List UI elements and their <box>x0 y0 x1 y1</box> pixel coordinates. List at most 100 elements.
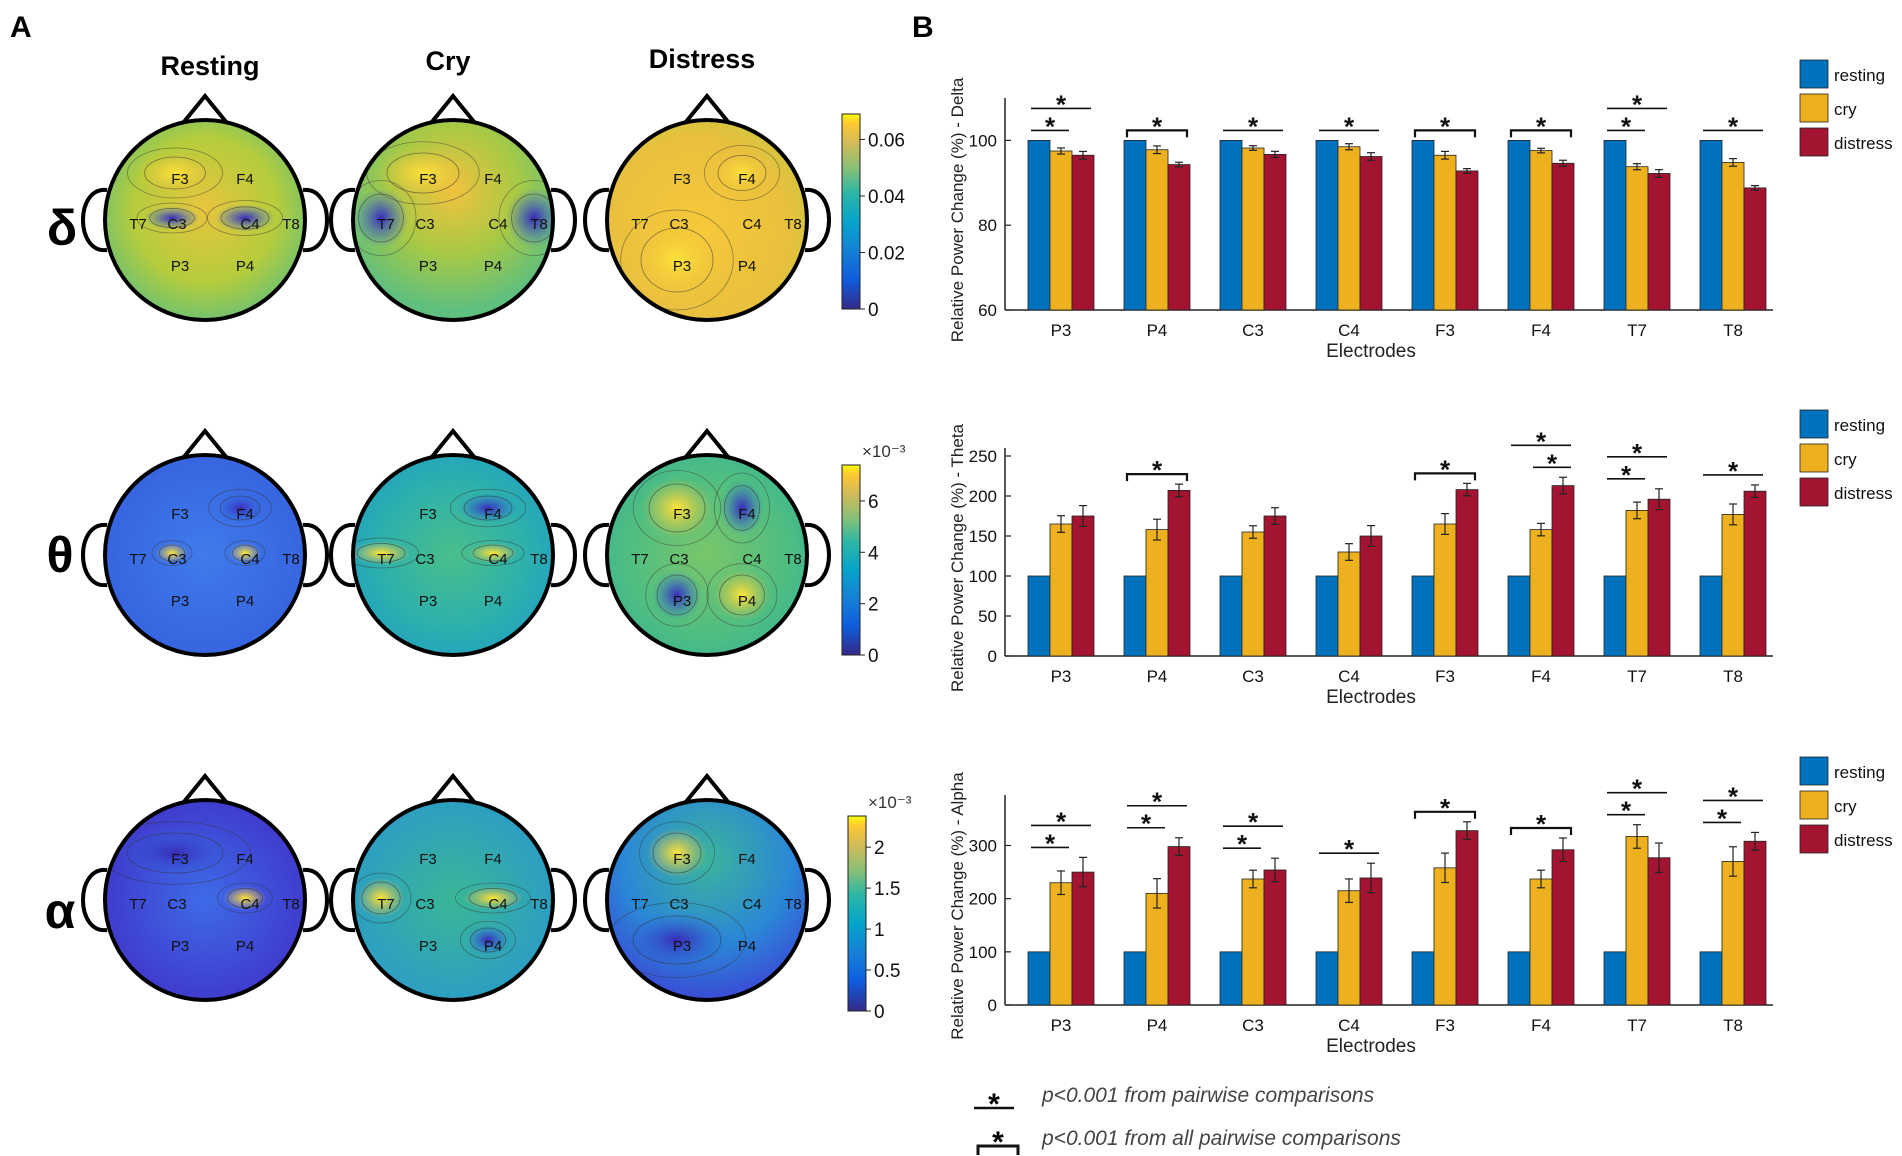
head-outline <box>605 798 809 1002</box>
electrode-label-c4: C4 <box>742 551 761 568</box>
x-tick-label: F3 <box>1435 667 1455 686</box>
bar-cry-c3 <box>1241 531 1265 657</box>
field-spot <box>647 828 707 878</box>
head-outline <box>351 798 555 1002</box>
all-pairwise-marker: * <box>976 1126 1020 1156</box>
head-outline <box>103 453 307 657</box>
significance-star: * <box>1045 111 1056 141</box>
colorbar-delta: 0 0.02 0.04 0.06 <box>841 113 905 321</box>
electrode-label-p3: P3 <box>673 593 691 610</box>
bar-cry-p3 <box>1049 523 1073 657</box>
head-nose <box>429 427 477 460</box>
colorbar-tick-label: 2 <box>874 838 885 859</box>
contour-line <box>356 543 406 564</box>
field-spot <box>632 220 722 300</box>
field-spot <box>458 493 518 523</box>
bar-cry-t8 <box>1721 162 1745 311</box>
x-tick-label: F3 <box>1435 1016 1455 1035</box>
bar-cry-t8 <box>1721 514 1745 657</box>
significance-star: * <box>1536 111 1547 141</box>
x-tick-label: T7 <box>1627 321 1647 340</box>
contour-line <box>220 206 270 230</box>
significance-star: * <box>1344 834 1355 864</box>
significance-star: * <box>1237 829 1248 859</box>
electrode-label-p3: P3 <box>171 593 189 610</box>
contour-line <box>620 209 734 311</box>
x-tick-label: F4 <box>1531 667 1551 686</box>
field-spots <box>607 821 747 978</box>
contour-line <box>469 927 506 953</box>
field-spot <box>468 543 518 563</box>
field-spot <box>714 570 770 620</box>
y-tick-label: 0 <box>988 996 997 1015</box>
legend-swatch-distress <box>1799 127 1829 157</box>
bar-cry-f4 <box>1529 529 1553 657</box>
contour-line <box>648 483 706 533</box>
electrode-label-t7: T7 <box>377 216 395 233</box>
bar-distress-c3 <box>1263 153 1287 311</box>
contour-line <box>127 147 223 199</box>
head-ear-right <box>302 867 329 933</box>
bar-cry-p4 <box>1145 529 1169 657</box>
x-tick-label: T8 <box>1723 1016 1743 1035</box>
significance-star: * <box>1632 438 1643 468</box>
contour-line <box>714 472 770 544</box>
electrode-label-c4: C4 <box>488 896 507 913</box>
electrode-label-f3: F3 <box>419 851 437 868</box>
head-nose <box>181 427 229 460</box>
electrode-label-t8: T8 <box>282 551 300 568</box>
head-ear-right <box>804 867 831 933</box>
head-ear-right <box>804 522 831 588</box>
contour-line <box>126 832 224 874</box>
head-ear-left <box>329 187 356 253</box>
significance-star: * <box>1728 781 1739 811</box>
head-ear-left <box>329 867 356 933</box>
head-ear-right <box>550 522 577 588</box>
contour-line <box>645 563 709 627</box>
significance-bracket <box>1509 129 1573 138</box>
bar-distress-p4 <box>1167 489 1191 657</box>
electrode-label-t8: T8 <box>784 551 802 568</box>
head-outline <box>103 118 307 322</box>
bar-distress-c3 <box>1263 869 1287 1006</box>
y-tick-label: 60 <box>978 301 997 320</box>
contour-line <box>207 200 283 236</box>
y-tick-label: 300 <box>969 837 997 856</box>
bar-resting-c3 <box>1219 951 1243 1006</box>
field-spots <box>127 147 283 236</box>
significance-bracket <box>1509 826 1573 835</box>
significance-star: * <box>1632 774 1643 804</box>
legend-label-cry: cry <box>1834 100 1857 119</box>
significance-legend: * p<0.001 from pairwise comparisons * p<… <box>974 1084 1401 1156</box>
bar-cry-c3 <box>1241 147 1265 311</box>
bar-distress-p3 <box>1071 871 1095 1006</box>
head-ear-left <box>583 867 610 933</box>
legend-label-distress: distress <box>1834 484 1893 503</box>
electrode-label-p3: P3 <box>419 938 437 955</box>
bar-distress-t7 <box>1647 498 1671 657</box>
contour-line <box>144 156 206 190</box>
colorbar-exponent: ×10⁻³ <box>868 793 912 812</box>
contour-line <box>217 882 273 914</box>
significance-star: * <box>1152 787 1163 817</box>
band-symbol-theta: θ <box>46 527 73 583</box>
field-spot <box>137 153 213 193</box>
contour-line <box>353 872 412 924</box>
bar-distress-f4 <box>1551 849 1575 1006</box>
significance-star: * <box>1344 111 1355 141</box>
electrode-label-p4: P4 <box>484 258 502 275</box>
electrode-label-f4: F4 <box>236 171 254 188</box>
contour-line <box>151 540 193 566</box>
head-nose <box>429 92 477 125</box>
significance-star: * <box>1440 111 1451 141</box>
x-axis-label: Electrodes <box>1326 1036 1416 1057</box>
x-tick-label: P3 <box>1051 321 1072 340</box>
y-tick-label: 250 <box>969 447 997 466</box>
x-tick-label: C4 <box>1338 1016 1360 1035</box>
panel-label-b: B <box>912 11 934 44</box>
x-tick-label: C3 <box>1242 667 1264 686</box>
bar-resting-t8 <box>1699 575 1723 657</box>
